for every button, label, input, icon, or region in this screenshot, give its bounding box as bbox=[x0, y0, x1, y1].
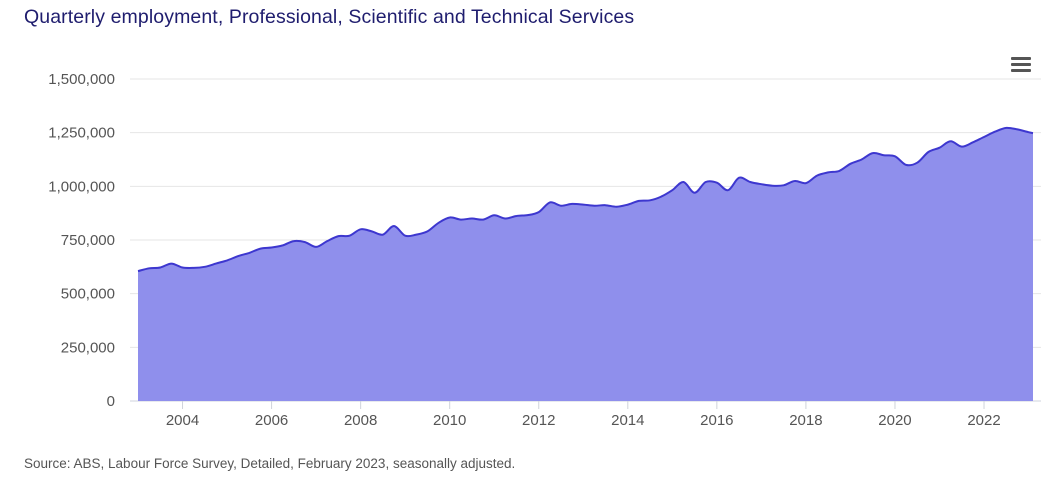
source-note: Source: ABS, Labour Force Survey, Detail… bbox=[24, 456, 516, 471]
y-tick-label: 0 bbox=[107, 393, 115, 410]
menu-bar bbox=[1011, 62, 1031, 66]
x-tick-label: 2020 bbox=[878, 412, 911, 429]
area-fill bbox=[138, 127, 1033, 401]
x-tick-label: 2006 bbox=[255, 412, 288, 429]
x-tick-label: 2014 bbox=[611, 412, 644, 429]
y-axis-ticks: 0 250,000 500,000 750,000 1,000,000 1,250,000… bbox=[48, 71, 115, 410]
y-tick-label: 250,000 bbox=[61, 339, 115, 356]
x-tick-label: 2004 bbox=[166, 412, 199, 429]
x-tick-label: 2018 bbox=[789, 412, 822, 429]
series-line bbox=[137, 126, 1034, 273]
x-tick-label: 2010 bbox=[433, 412, 466, 429]
y-tick-label: 1,500,000 bbox=[48, 71, 115, 88]
y-tick-label: 1,250,000 bbox=[48, 125, 115, 142]
employment-area-chart[interactable]: 0 250,000 500,000 750,000 1,000,000 1,250,000… bbox=[0, 0, 1058, 445]
series-area bbox=[137, 126, 1034, 401]
menu-bar bbox=[1011, 57, 1031, 60]
x-axis-ticks: 2004 2006 2008 2010 2012 2014 2016 2018 2020 2022 bbox=[166, 401, 1001, 429]
chart-title: Quarterly employment, Professional, Scie… bbox=[24, 6, 635, 28]
x-tick-label: 2016 bbox=[700, 412, 733, 429]
y-tick-label: 750,000 bbox=[61, 232, 115, 249]
x-tick-label: 2008 bbox=[344, 412, 377, 429]
hamburger-menu-icon[interactable] bbox=[1011, 57, 1031, 73]
x-tick-label: 2012 bbox=[522, 412, 555, 429]
menu-bar bbox=[1011, 68, 1031, 72]
x-tick-label: 2022 bbox=[967, 412, 1000, 429]
y-tick-label: 1,000,000 bbox=[48, 178, 115, 195]
y-tick-label: 500,000 bbox=[61, 286, 115, 303]
